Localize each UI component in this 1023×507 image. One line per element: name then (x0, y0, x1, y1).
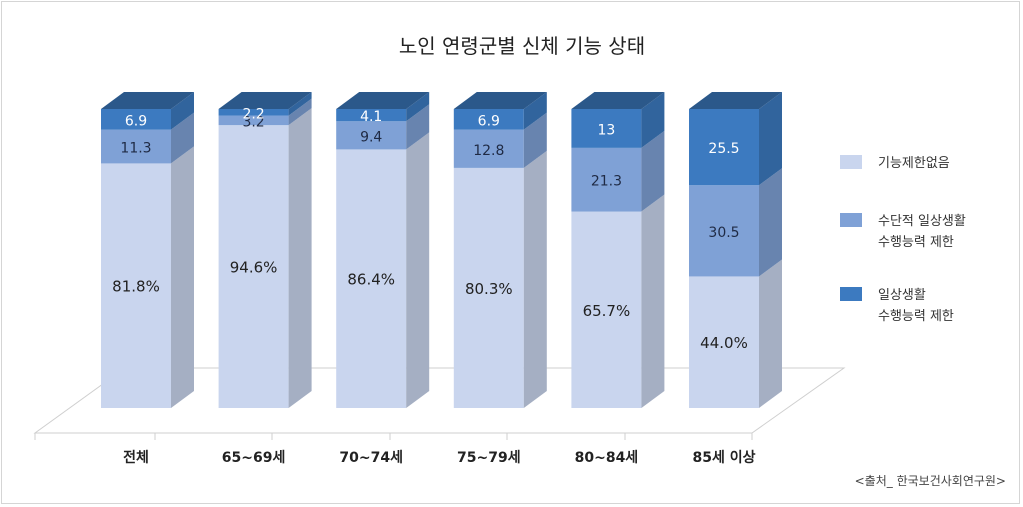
bar-segment (218, 115, 289, 126)
source-note: <출처_ 한국보건사회연구원> (855, 474, 1006, 488)
data-label: 80.3% (465, 280, 513, 298)
data-label: 4.1 (360, 109, 382, 125)
bar-stack: 65.7% 21.3 13 (571, 92, 665, 408)
legend-label: 기능제한없음 (878, 156, 950, 171)
legend-swatch (840, 155, 862, 169)
data-label: 12.8 (473, 143, 504, 159)
bar-stack: 94.6% 3.22.2 (218, 92, 312, 409)
data-label: 2.2 (242, 106, 264, 122)
bar-segment-side (759, 168, 782, 277)
bar-top-face (571, 92, 665, 109)
bar-segment-side (171, 92, 194, 130)
legend-item: 기능제한없음 (840, 155, 950, 171)
legend-label: 수단적 일상생활 (878, 214, 966, 229)
bar-segment-side (759, 92, 782, 186)
data-label: 21.3 (591, 174, 622, 190)
bar-segment (453, 109, 524, 130)
data-label: 30.5 (708, 225, 739, 241)
bar-segment (689, 276, 759, 408)
bar-segment-side (641, 92, 665, 148)
bar-segment-side (523, 150, 547, 408)
data-label: 13 (597, 122, 615, 138)
bar-segment-side (641, 194, 665, 408)
bar-segment (336, 109, 407, 122)
data-label: 44.0% (700, 334, 748, 352)
bar-segment (689, 109, 759, 186)
bar-stack: 86.4% 9.4 4.1 (336, 92, 430, 409)
bar-segment (453, 167, 524, 408)
category-label: 70~74세 (339, 450, 403, 466)
bar-stack: 81.8% 11.3 6.9 (101, 92, 194, 408)
bar-segment-side (759, 259, 782, 408)
legend-label: 수행능력 제한 (878, 308, 954, 324)
data-label: 11.3 (120, 141, 151, 157)
bars: 81.8% 11.3 6.9 94.6% 3.22.2 86.4% 9.4 4.1 80.3% 1… (101, 92, 782, 409)
category-label: 전체 (123, 449, 149, 466)
bar-segment-side (288, 108, 312, 409)
bar-segment-side (171, 146, 194, 408)
bar-segment (571, 211, 642, 408)
bar-top-face (689, 92, 782, 109)
category-label: 65~69세 (222, 450, 286, 466)
bar-segment (101, 109, 171, 130)
data-label: 25.5 (708, 141, 739, 157)
bar-top-face (101, 92, 194, 109)
bar-stack: 44.0% 30.5 25.5 (689, 92, 782, 408)
category-label: 80~84세 (575, 450, 639, 466)
category-label: 85세 이상 (693, 449, 756, 466)
bar-stack: 80.3% 12.8 6.9 (453, 92, 547, 408)
bar-top-face (453, 92, 547, 109)
legend-label: 일상생활 (878, 288, 926, 303)
bar-top-face (336, 92, 430, 109)
bar-segment-side (406, 92, 430, 122)
bar-segment (336, 149, 407, 409)
data-label: 94.6% (230, 259, 278, 277)
bar-segment-side (523, 92, 547, 130)
bar-segment (453, 129, 524, 168)
data-label: 9.4 (360, 129, 382, 145)
bar-segment (101, 129, 171, 164)
chart-title: 노인 연령군별 신체 기능 상태 (399, 34, 645, 58)
bar-segment-side (171, 112, 194, 164)
bar-segment (218, 109, 289, 116)
bar-segment-side (406, 132, 430, 409)
bar-segment-side (406, 104, 430, 150)
data-label: 86.4% (347, 271, 395, 289)
data-label: 6.9 (478, 113, 500, 129)
data-label: 81.8% (112, 278, 160, 296)
data-label: 3.2 (242, 114, 264, 130)
data-label: 65.7% (583, 302, 631, 320)
category-labels: 전체 65~69세 70~74세 75~79세 80~84세 85세 이상 (123, 449, 755, 466)
bar-segment-side (288, 92, 312, 116)
bar-segment-side (641, 130, 665, 212)
bar-segment (336, 121, 407, 150)
category-label: 75~79세 (457, 450, 521, 466)
legend-label: 수행능력 제한 (878, 234, 954, 250)
bar-segment (218, 125, 289, 409)
legend-swatch (840, 213, 862, 227)
bar-segment-side (288, 98, 312, 126)
bar-segment (101, 163, 171, 408)
legend-swatch (840, 287, 862, 301)
bar-segment (571, 147, 642, 212)
bar-top-face (218, 92, 312, 109)
data-label: 6.9 (125, 113, 147, 129)
bar-segment (571, 109, 642, 148)
bar-segment-side (523, 112, 547, 168)
bar-segment (689, 185, 759, 277)
